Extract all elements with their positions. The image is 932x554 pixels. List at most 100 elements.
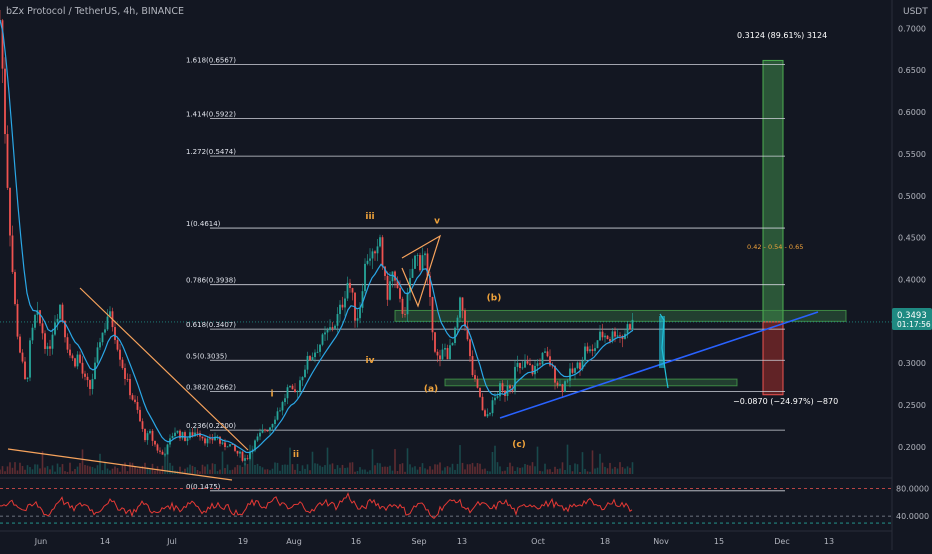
candle-body — [471, 356, 474, 376]
volume-bar — [99, 453, 101, 474]
volume-bar — [449, 467, 451, 474]
volume-bar — [524, 463, 526, 474]
volume-bar — [599, 453, 601, 474]
candle-body — [104, 329, 106, 333]
volume-bar — [554, 466, 556, 474]
volume-bar — [626, 466, 629, 474]
candle-body — [311, 357, 314, 361]
candle-body — [594, 348, 596, 351]
current-price-tag[interactable]: 0.3493 01:17:56 — [892, 308, 932, 330]
price-tick-label: 0.7000 — [898, 24, 926, 33]
volume-bar — [329, 464, 331, 474]
candle-body — [179, 430, 181, 439]
volume-bar — [581, 452, 584, 474]
falling-support-line — [7, 448, 233, 481]
candle-body — [119, 349, 121, 360]
wave-label: (c) — [512, 440, 526, 450]
candle-body — [26, 377, 29, 380]
volume-bar — [556, 469, 559, 474]
volume-bar — [411, 467, 414, 474]
volume-bar — [414, 466, 416, 474]
volume-bar — [436, 464, 439, 474]
candle-body — [561, 384, 564, 392]
candle-body — [74, 358, 76, 367]
volume-bar — [274, 462, 276, 474]
candle-body — [96, 347, 99, 363]
volume-bar — [41, 451, 44, 474]
candle-body — [449, 345, 451, 360]
volume-bar — [574, 463, 576, 474]
candle-body — [434, 332, 436, 352]
candle-body — [529, 363, 531, 366]
candle-body — [231, 444, 234, 445]
candle-body — [61, 304, 64, 321]
volume-bar — [254, 464, 256, 474]
volume-bar — [56, 463, 59, 474]
target-bottom-label: −0.0870 (−24.97%) −870 — [733, 397, 838, 406]
volume-bar — [336, 465, 339, 474]
candle-body — [546, 351, 549, 357]
oscillator-line — [0, 492, 633, 519]
candle-body — [94, 362, 96, 380]
volume-bar — [439, 462, 441, 474]
candle-body — [261, 429, 264, 433]
volume-bar — [234, 467, 236, 474]
price-tick-label: 0.6000 — [898, 108, 926, 117]
candle-body — [491, 400, 494, 414]
candle-body — [451, 343, 454, 346]
volume-bar — [206, 464, 209, 474]
time-tick-label: 15 — [714, 537, 724, 546]
price-tag-countdown: 01:17:56 — [897, 320, 931, 329]
candle-body — [494, 397, 496, 401]
volume-bar — [199, 471, 201, 474]
candle-body — [164, 454, 166, 456]
candle-body — [424, 253, 426, 256]
volume-bar — [596, 467, 599, 474]
price-tick-label: 0.5500 — [898, 150, 926, 159]
volume-bar — [376, 462, 379, 474]
candle-body — [441, 349, 444, 360]
volume-bar — [374, 465, 376, 474]
candle-body — [154, 440, 156, 445]
volume-bar — [521, 467, 524, 474]
candle-body — [409, 277, 411, 293]
candle-body — [629, 324, 631, 330]
candle-body — [404, 313, 406, 315]
candle-body — [69, 349, 71, 356]
volume-bar — [536, 446, 539, 474]
volume-bar — [356, 471, 359, 474]
volume-bar — [294, 469, 296, 474]
fib-level-label: 0.618(0.3407) — [186, 321, 236, 329]
volume-bar — [434, 464, 436, 474]
candle-body — [336, 314, 339, 326]
fib-level-label: 1.272(0.5474) — [186, 148, 236, 156]
candle-body — [91, 379, 94, 389]
candle-body — [489, 413, 491, 415]
volume-bar — [576, 464, 579, 474]
candle-body — [181, 432, 184, 439]
candle-body — [446, 348, 449, 360]
candle-body — [379, 237, 381, 247]
candle-body — [466, 326, 469, 340]
volume-bar — [159, 471, 161, 474]
volume-bar — [339, 467, 341, 474]
volume-bar — [364, 469, 366, 474]
wave-label: (a) — [424, 385, 438, 395]
volume-bar — [619, 462, 621, 474]
volume-bar — [421, 463, 424, 474]
candle-body — [326, 329, 329, 333]
volume-bar — [629, 467, 631, 474]
candle-body — [236, 450, 239, 454]
wedge-pattern — [401, 234, 442, 308]
volume-bar — [81, 449, 84, 474]
candle-body — [44, 333, 46, 349]
candle-body — [461, 297, 464, 311]
candle-body — [99, 342, 101, 348]
volume-bar — [539, 470, 541, 474]
volume-bar — [499, 466, 501, 474]
volume-bar — [214, 464, 216, 474]
candle-body — [289, 385, 291, 388]
volume-bar — [221, 451, 224, 474]
